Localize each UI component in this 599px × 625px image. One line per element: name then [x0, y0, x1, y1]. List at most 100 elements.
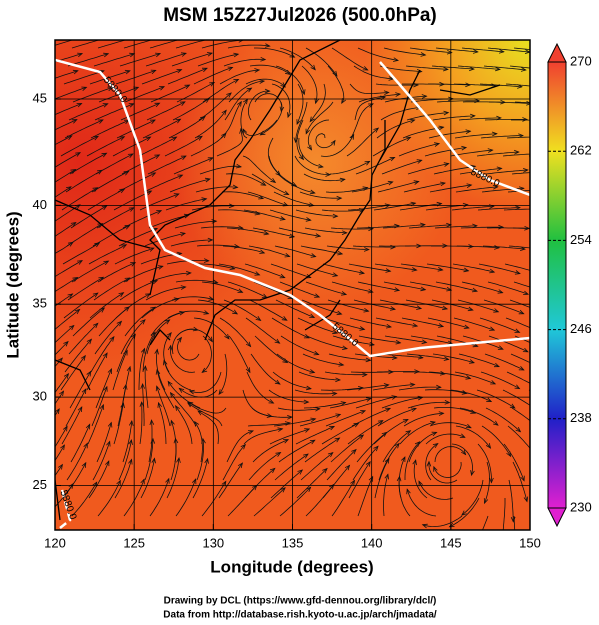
streamline-arrow [118, 292, 125, 298]
streamline-arrow [254, 68, 261, 73]
y-tick-label: 30 [33, 389, 47, 404]
streamline-arrow [164, 319, 171, 325]
streamline [482, 245, 525, 250]
streamline [479, 83, 522, 88]
streamline-arrow [260, 56, 267, 62]
streamline-arrow [71, 119, 78, 124]
streamline [426, 263, 469, 272]
streamline-arrow [204, 457, 209, 464]
streamline-arrow [176, 456, 181, 463]
streamline [55, 86, 87, 100]
streamline [123, 40, 153, 49]
streamline-arrow [180, 285, 187, 290]
streamline-arrow [178, 387, 185, 393]
streamline [112, 136, 151, 157]
streamline [114, 459, 132, 499]
streamline [484, 461, 490, 504]
streamline [428, 371, 471, 379]
streamline-arrow [518, 309, 525, 315]
streamline-arrow [493, 362, 500, 368]
streamline [435, 281, 478, 292]
streamline-arrow [207, 336, 213, 343]
streamline [383, 47, 426, 56]
streamline-arrow [233, 52, 240, 58]
streamline [356, 432, 387, 463]
streamline-arrow [298, 154, 305, 161]
streamline-arrow [81, 388, 87, 395]
streamline [71, 260, 109, 283]
streamline-arrow [446, 49, 453, 55]
streamline [273, 418, 316, 427]
streamline-arrow [254, 271, 261, 276]
streamline [55, 260, 83, 278]
streamline [86, 136, 125, 157]
streamline [244, 263, 285, 278]
footer-line: Data from http://database.rish.kyoto-u.a… [163, 610, 437, 621]
streamline [406, 353, 449, 360]
streamline-arrow [569, 86, 574, 90]
streamline-arrow [442, 66, 449, 72]
streamline [69, 152, 107, 175]
streamline-arrow [363, 307, 370, 313]
streamline [197, 53, 239, 67]
streamline-arrow [287, 112, 292, 119]
streamline-arrow [237, 462, 244, 469]
streamline-arrow [59, 390, 65, 397]
streamline [511, 172, 530, 175]
streamline-arrow [485, 443, 492, 449]
y-tick-label: 40 [33, 197, 47, 212]
streamline-arrow [141, 347, 146, 354]
streamline [372, 137, 411, 157]
streamline [92, 441, 111, 481]
streamline-arrow [487, 148, 494, 153]
streamline-arrow [351, 448, 357, 455]
streamline [399, 421, 436, 445]
streamline-arrow [194, 420, 200, 427]
streamline-arrow [197, 135, 203, 141]
streamline-arrow [203, 258, 210, 263]
streamline [96, 207, 134, 229]
streamline [142, 332, 156, 373]
streamline-arrow [269, 467, 276, 474]
streamline [482, 515, 489, 530]
streamline-arrow [86, 370, 92, 377]
streamline [457, 299, 499, 313]
streamline-arrow [412, 459, 417, 466]
streamline [117, 172, 156, 193]
streamline-arrow [489, 326, 496, 331]
streamline [70, 205, 107, 229]
streamline-arrow [540, 331, 545, 335]
streamline [451, 205, 494, 211]
streamline-arrow [127, 153, 134, 159]
streamline [113, 403, 124, 445]
streamline [145, 52, 187, 67]
streamline [434, 225, 477, 229]
streamline [173, 157, 213, 175]
streamline [138, 348, 145, 390]
streamline [116, 119, 156, 139]
streamline-arrow [123, 170, 130, 176]
streamline-arrow [128, 103, 135, 108]
streamline-arrow [303, 334, 310, 339]
streamline [55, 373, 69, 394]
streamline-arrow [578, 103, 583, 107]
streamline-arrow [365, 357, 372, 363]
streamline [55, 53, 83, 63]
streamline [506, 371, 530, 384]
streamline-arrow [359, 326, 366, 331]
streamline-arrow [101, 152, 108, 158]
streamline [348, 263, 391, 272]
streamline-arrow [151, 457, 156, 464]
streamline-arrow [573, 69, 578, 73]
streamline [322, 263, 365, 274]
streamline-arrow [444, 400, 451, 405]
streamline-arrow [157, 265, 164, 270]
streamline [433, 407, 476, 414]
streamline [244, 468, 276, 499]
streamline [409, 47, 452, 53]
streamline-arrow [99, 403, 105, 410]
streamline-arrow [145, 136, 152, 142]
streamline [91, 171, 129, 193]
streamline-arrow [329, 425, 336, 431]
streamline-arrow [245, 367, 251, 374]
